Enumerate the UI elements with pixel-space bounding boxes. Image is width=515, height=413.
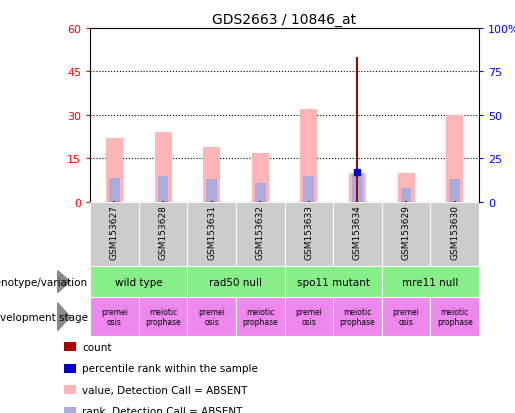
- Bar: [382, 266, 479, 297]
- Text: wild type: wild type: [115, 277, 163, 287]
- Text: premei
osis: premei osis: [392, 307, 420, 327]
- Text: GSM153628: GSM153628: [159, 205, 167, 260]
- Text: spo11 mutant: spo11 mutant: [297, 277, 370, 287]
- Bar: [449, 180, 460, 202]
- Text: GSM153632: GSM153632: [256, 205, 265, 260]
- Bar: [398, 173, 415, 202]
- Text: genotype/variation: genotype/variation: [0, 277, 88, 287]
- Text: rad50 null: rad50 null: [210, 277, 263, 287]
- Text: meiotic
prophase: meiotic prophase: [339, 307, 375, 327]
- Polygon shape: [58, 303, 70, 331]
- Bar: [252, 153, 269, 202]
- Bar: [90, 297, 139, 337]
- Bar: [382, 297, 431, 337]
- Text: rank, Detection Call = ABSENT: rank, Detection Call = ABSENT: [82, 406, 242, 413]
- Bar: [187, 297, 236, 337]
- Bar: [207, 180, 217, 202]
- Bar: [431, 297, 479, 337]
- Bar: [446, 116, 463, 202]
- Text: percentile rank within the sample: percentile rank within the sample: [82, 363, 258, 373]
- Bar: [187, 266, 284, 297]
- Text: mre11 null: mre11 null: [402, 277, 458, 287]
- Text: premei
osis: premei osis: [296, 307, 322, 327]
- Bar: [236, 297, 285, 337]
- Bar: [401, 188, 411, 202]
- Bar: [90, 266, 187, 297]
- Bar: [203, 147, 220, 202]
- Bar: [139, 202, 187, 266]
- Text: GSM153627: GSM153627: [110, 205, 119, 260]
- Bar: [300, 110, 317, 202]
- Bar: [187, 202, 236, 266]
- Text: premei
osis: premei osis: [101, 307, 128, 327]
- Text: GSM153634: GSM153634: [353, 205, 362, 260]
- Bar: [333, 297, 382, 337]
- Title: GDS2663 / 10846_at: GDS2663 / 10846_at: [213, 12, 356, 26]
- Bar: [255, 183, 266, 202]
- Text: meiotic
prophase: meiotic prophase: [243, 307, 278, 327]
- Bar: [284, 266, 382, 297]
- Bar: [431, 202, 479, 266]
- Bar: [382, 202, 431, 266]
- Bar: [349, 173, 366, 202]
- Text: count: count: [82, 342, 111, 352]
- Text: GSM153629: GSM153629: [402, 205, 410, 260]
- Bar: [333, 202, 382, 266]
- Bar: [154, 133, 171, 202]
- Text: value, Detection Call = ABSENT: value, Detection Call = ABSENT: [82, 385, 247, 395]
- Bar: [284, 202, 333, 266]
- Text: meiotic
prophase: meiotic prophase: [437, 307, 473, 327]
- Polygon shape: [58, 271, 70, 293]
- Bar: [158, 176, 168, 202]
- Bar: [139, 297, 187, 337]
- Bar: [356, 58, 358, 202]
- Text: GSM153633: GSM153633: [304, 205, 313, 260]
- Text: premei
osis: premei osis: [198, 307, 225, 327]
- Text: development stage: development stage: [0, 312, 88, 322]
- Text: GSM153631: GSM153631: [207, 205, 216, 260]
- Text: GSM153630: GSM153630: [450, 205, 459, 260]
- Bar: [352, 175, 363, 202]
- Bar: [303, 176, 314, 202]
- Bar: [236, 202, 285, 266]
- Bar: [106, 139, 123, 202]
- Bar: [109, 178, 120, 202]
- Text: meiotic
prophase: meiotic prophase: [145, 307, 181, 327]
- Bar: [284, 297, 333, 337]
- Bar: [90, 202, 139, 266]
